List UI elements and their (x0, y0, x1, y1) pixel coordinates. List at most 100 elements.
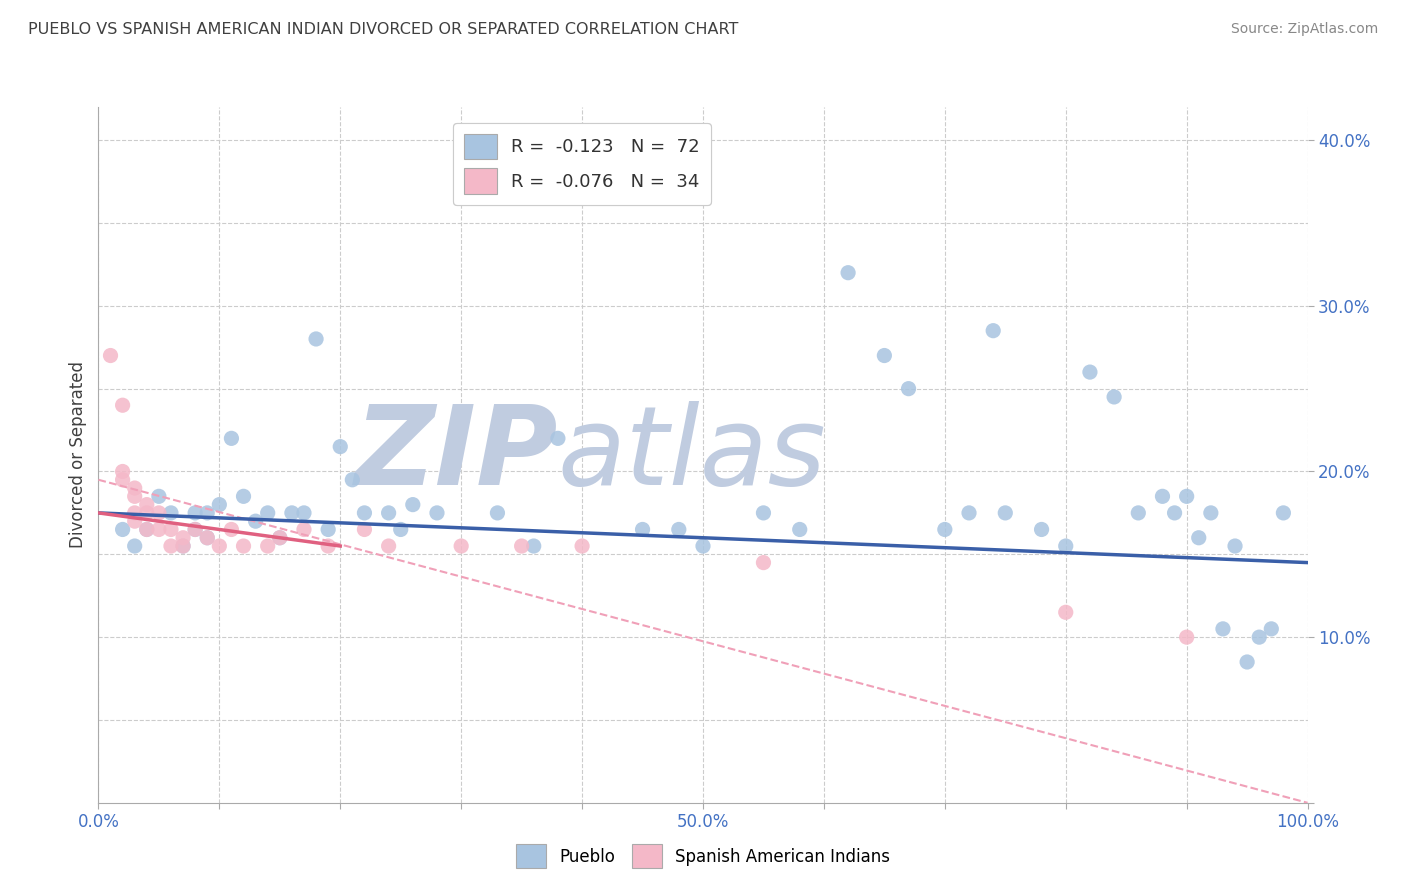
Point (957, 506, 980, 520)
Point (195, 506, 218, 520)
Point (172, 531, 194, 545)
Point (160, 506, 183, 520)
Point (195, 531, 218, 545)
Point (208, 498, 231, 512)
Point (1249, 630, 1271, 644)
Point (1031, 523, 1053, 537)
Point (571, 539, 593, 553)
Point (148, 489, 170, 503)
Point (124, 481, 146, 495)
Point (1163, 506, 1185, 520)
Text: PUEBLO VS SPANISH AMERICAN INDIAN DIVORCED OR SEPARATED CORRELATION CHART: PUEBLO VS SPANISH AMERICAN INDIAN DIVORC… (28, 22, 738, 37)
Point (631, 523, 654, 537)
Text: atlas: atlas (558, 401, 827, 508)
Point (547, 431, 569, 445)
Text: Source: ZipAtlas.com: Source: ZipAtlas.com (1230, 22, 1378, 37)
Point (1236, 655, 1258, 669)
Point (402, 498, 425, 512)
Point (124, 506, 146, 520)
Point (184, 506, 207, 520)
Point (752, 506, 775, 520)
Point (668, 523, 690, 537)
Point (111, 465, 134, 479)
Point (353, 523, 375, 537)
Point (934, 523, 956, 537)
Point (195, 531, 218, 545)
Point (1188, 531, 1211, 545)
Point (1175, 489, 1198, 503)
Point (256, 539, 278, 553)
Point (486, 506, 509, 520)
Point (1212, 622, 1234, 636)
Point (789, 523, 811, 537)
Point (292, 523, 315, 537)
Legend: Pueblo, Spanish American Indians: Pueblo, Spanish American Indians (509, 838, 897, 875)
Point (232, 539, 254, 553)
Point (510, 539, 533, 553)
Point (377, 506, 399, 520)
Point (281, 506, 304, 520)
Point (523, 539, 546, 553)
Point (1128, 506, 1150, 520)
Point (994, 506, 1017, 520)
Point (135, 523, 157, 537)
Point (124, 489, 146, 503)
Point (752, 556, 775, 570)
Point (135, 506, 157, 520)
Point (873, 349, 896, 363)
Point (1272, 506, 1295, 520)
Point (1152, 489, 1174, 503)
Point (1102, 390, 1125, 404)
Point (232, 489, 254, 503)
Point (160, 539, 183, 553)
Point (172, 539, 194, 553)
Point (111, 523, 134, 537)
Point (148, 506, 170, 520)
Point (269, 531, 291, 545)
Point (316, 539, 339, 553)
Point (100, 349, 122, 363)
Point (221, 431, 243, 445)
Point (269, 531, 291, 545)
Point (292, 506, 315, 520)
Point (184, 523, 207, 537)
Point (329, 440, 352, 454)
Point (184, 523, 207, 537)
Point (342, 473, 364, 487)
Point (450, 166, 472, 180)
Point (160, 523, 183, 537)
Point (897, 382, 920, 396)
Point (389, 523, 412, 537)
Point (1175, 630, 1198, 644)
Point (1199, 506, 1222, 520)
Point (256, 506, 278, 520)
Point (148, 523, 170, 537)
Point (305, 332, 328, 346)
Point (1054, 605, 1077, 619)
Point (692, 539, 714, 553)
Point (135, 523, 157, 537)
Point (208, 539, 231, 553)
Text: ZIP: ZIP (354, 401, 558, 508)
Point (353, 506, 375, 520)
Point (426, 506, 449, 520)
Legend: R =  -0.123   N =  72, R =  -0.076   N =  34: R = -0.123 N = 72, R = -0.076 N = 34 (454, 123, 710, 205)
Point (245, 514, 267, 528)
Point (1223, 539, 1246, 553)
Point (221, 523, 243, 537)
Point (450, 539, 472, 553)
Point (111, 473, 134, 487)
Point (124, 539, 146, 553)
Point (316, 523, 339, 537)
Point (1054, 539, 1077, 553)
Point (124, 514, 146, 528)
Point (377, 539, 399, 553)
Point (1078, 365, 1101, 379)
Point (135, 498, 157, 512)
Point (172, 539, 194, 553)
Point (981, 324, 1004, 338)
Y-axis label: Divorced or Separated: Divorced or Separated (69, 361, 87, 549)
Point (1260, 622, 1282, 636)
Point (837, 266, 859, 280)
Point (111, 398, 134, 412)
